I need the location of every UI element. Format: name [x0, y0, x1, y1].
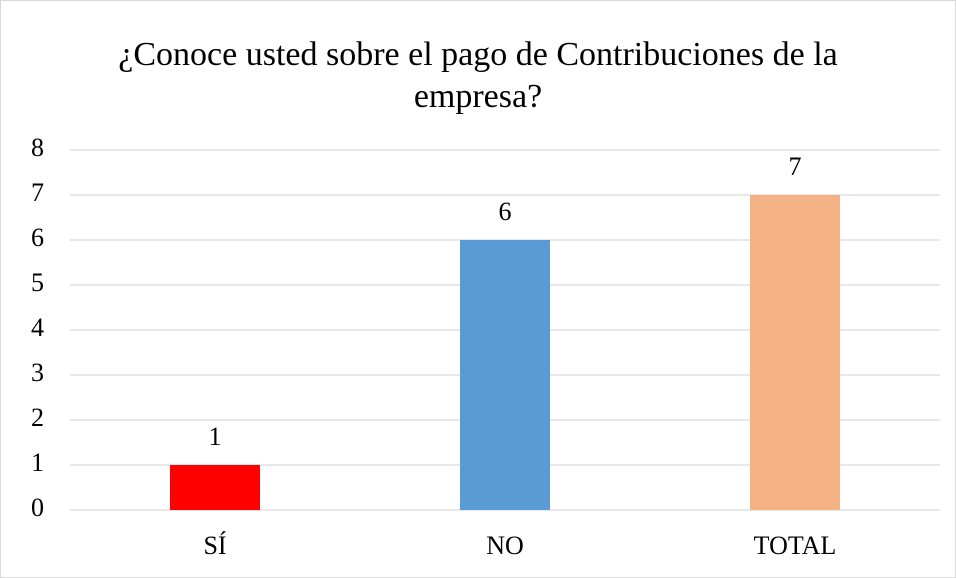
- chart-title-box: ¿Conoce usted sobre el pago de Contribuc…: [0, 34, 956, 118]
- data-label: 1: [209, 422, 222, 451]
- y-tick-label: 8: [31, 133, 44, 162]
- y-tick-label: 4: [31, 313, 44, 342]
- bar: [460, 240, 550, 510]
- y-tick-label: 3: [31, 358, 44, 387]
- y-tick-label: 7: [31, 178, 44, 207]
- y-tick-label: 1: [31, 448, 44, 477]
- y-tick-label: 2: [31, 403, 44, 432]
- x-tick-label: SÍ: [203, 531, 226, 560]
- data-label: 6: [499, 197, 512, 226]
- y-tick-label: 5: [31, 268, 44, 297]
- y-tick-label: 6: [31, 223, 44, 252]
- y-tick-label: 0: [31, 493, 44, 522]
- x-tick-label: NO: [486, 531, 524, 560]
- x-tick-label: TOTAL: [754, 531, 837, 560]
- chart-title: ¿Conoce usted sobre el pago de Contribuc…: [118, 36, 838, 115]
- bar: [750, 195, 840, 510]
- data-label: 7: [789, 152, 802, 181]
- bar: [170, 465, 260, 510]
